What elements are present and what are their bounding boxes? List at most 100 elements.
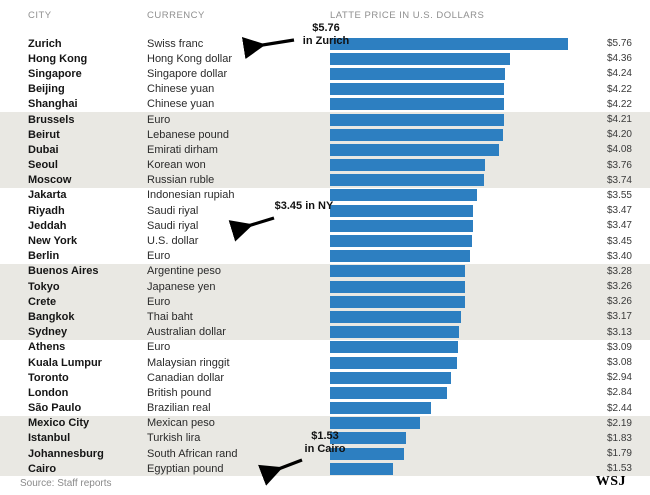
table-row: Bangkok Thai baht $3.17 [0,309,650,325]
header-city: CITY [28,10,52,21]
currency-label: Hong Kong dollar [147,52,233,65]
city-label: Riyadh [28,204,65,217]
table-row: Jeddah Saudi riyal $3.47 [0,218,650,233]
bar-area [330,279,578,294]
price-bar [330,235,473,248]
city-label: Cairo [28,462,57,475]
bar-area [330,325,578,340]
table-row: Moscow Russian ruble $3.74 [0,172,650,188]
annotation-zurich: $5.76 in Zurich [290,22,362,48]
price-label: $2.19 [606,417,632,429]
city-label: Jakarta [28,189,67,202]
price-bar [330,189,477,202]
price-bar [330,341,458,354]
currency-label: Mexican peso [147,417,215,430]
price-label: $4.22 [606,98,632,110]
city-label: Tokyo [28,280,60,293]
currency-label: Swiss franc [147,37,204,50]
price-bar [330,310,461,323]
city-label: Moscow [28,174,72,187]
city-label: Mexico City [28,417,90,430]
city-label: Sydney [28,326,68,339]
currency-label: Argentine peso [147,265,221,278]
table-row: Riyadh Saudi riyal $3.47 [0,203,650,218]
table-row: Shanghai Chinese yuan $4.22 [0,97,650,112]
bar-area [330,112,578,127]
city-label: Beijing [28,83,65,96]
currency-label: Korean won [147,159,206,172]
table-row: Cairo Egyptian pound $1.53 [0,461,650,477]
rows: Zurich Swiss franc $5.76 Hong Kong Hong Kong… [0,36,650,477]
price-bar [330,386,448,399]
header-currency: CURRENCY [147,10,205,21]
price-bar [330,447,404,460]
price-label: $3.08 [606,357,632,369]
table-row: Beirut Lebanese pound $4.20 [0,127,650,143]
price-label: $3.13 [606,326,632,338]
table-row: Istanbul Turkish lira $1.83 [0,430,650,447]
bar-area [330,340,578,355]
price-bar [330,432,406,445]
price-bar [330,250,471,263]
city-label: Shanghai [28,98,78,111]
price-label: $4.36 [606,53,632,65]
currency-label: Turkish lira [147,432,201,445]
bar-area [330,461,578,476]
city-label: Toronto [28,371,69,384]
table-row: Seoul Korean won $3.76 [0,157,650,173]
price-label: $3.47 [606,220,632,232]
city-label: Buenos Aires [28,265,99,278]
price-bar [330,295,465,308]
bar-area [330,233,578,248]
table-row: Beijing Chinese yuan $4.22 [0,82,650,97]
bar-area [330,416,578,431]
city-label: Zurich [28,37,62,50]
currency-label: Euro [147,250,171,263]
table-row: Toronto Canadian dollar $2.94 [0,370,650,385]
currency-label: Egyptian pound [147,462,224,475]
city-label: London [28,386,69,399]
wsj-logo: WSJ [595,474,626,489]
city-label: Hong Kong [28,52,88,65]
table-row: São Paulo Brazilian real $2.44 [0,401,650,416]
price-label: $3.40 [606,250,632,262]
currency-label: Thai baht [147,310,193,323]
table-row: Brussels Euro $4.21 [0,111,650,128]
city-label: Beirut [28,128,60,141]
city-label: Singapore [28,67,82,80]
table-row: Tokyo Japanese yen $3.26 [0,279,650,295]
city-label: Brussels [28,113,75,126]
currency-label: Russian ruble [147,174,215,187]
table-row: Mexico City Mexican peso $2.19 [0,415,650,431]
price-bar [330,462,394,475]
price-bar [330,128,504,141]
currency-label: Singapore dollar [147,67,228,80]
price-label: $3.76 [606,159,632,171]
table-row: Kuala Lumpur Malaysian ringgit $3.08 [0,355,650,370]
price-label: $3.09 [606,341,632,353]
price-label: $4.08 [606,144,632,156]
currency-label: Australian dollar [147,326,226,339]
price-label: $4.22 [606,83,632,95]
price-label: $2.84 [606,387,632,399]
city-label: Dubai [28,143,59,156]
annotation-cairo-line2: in Cairo [304,443,346,455]
city-label: Johannesburg [28,447,104,460]
table-row: Dubai Emirati dirham $4.08 [0,142,650,158]
price-bar [330,98,505,111]
city-label: Istanbul [28,432,71,445]
price-bar [330,67,506,80]
currency-label: Brazilian real [147,402,211,415]
bar-area [330,51,578,66]
price-bar [330,174,485,187]
city-label: Berlin [28,250,60,263]
annotation-ny-line1: $3.45 in NY [274,200,334,212]
currency-label: Indonesian rupiah [147,189,235,202]
bar-area [330,309,578,324]
price-bar [330,326,460,339]
annotation-cairo-line1: $1.53 [311,430,339,442]
annotation-cairo: $1.53 in Cairo [294,430,356,456]
bar-area [330,127,578,142]
price-label: $3.45 [606,235,632,247]
